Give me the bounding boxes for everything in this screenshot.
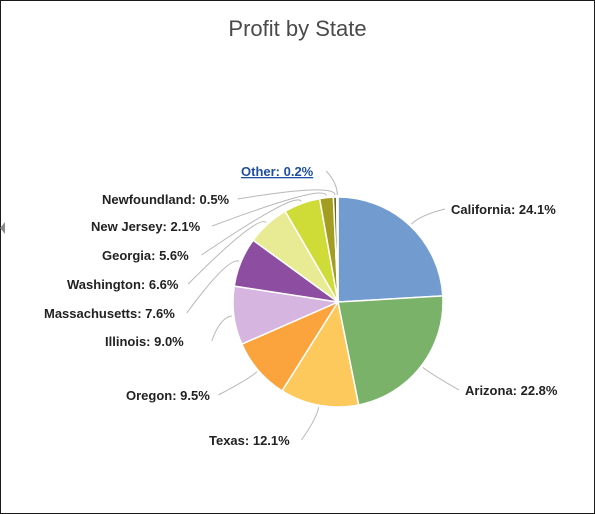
slice-label-georgia: Georgia: 5.6% [102, 248, 189, 263]
pie-slice-texas[interactable] [281, 300, 360, 408]
leader-line-new-jersey [212, 192, 327, 227]
slice-label-arizona: Arizona: 22.8% [465, 383, 558, 398]
pie-slice-california[interactable] [337, 196, 444, 303]
leader-line-massachusetts [186, 260, 240, 314]
slice-label-oregon: Oregon: 9.5% [126, 388, 210, 403]
slice-label-newfoundland: Newfoundland: 0.5% [102, 192, 230, 207]
slice-label-texas: Texas: 12.1% [209, 433, 290, 448]
leader-line-georgia [201, 199, 302, 256]
leader-line-arizona [422, 367, 460, 391]
slice-label-washington: Washington: 6.6% [67, 277, 179, 292]
slice-label-massachusetts: Massachusetts: 7.6% [44, 306, 175, 321]
leader-line-california [411, 208, 446, 225]
leader-line-other [325, 170, 338, 196]
pie-slice-arizona[interactable] [337, 295, 444, 406]
chart-title: Profit by State [228, 16, 367, 41]
pie-slice-other[interactable] [335, 196, 339, 303]
leader-line-newfoundland [237, 189, 336, 200]
slice-label-other[interactable]: Other: 0.2% [241, 164, 314, 179]
slice-label-california: California: 24.1% [451, 202, 556, 217]
leader-line-texas [300, 407, 320, 441]
leader-line-illinois [211, 315, 232, 342]
panel-resize-handle[interactable] [0, 222, 5, 234]
leader-line-washington [187, 221, 267, 285]
leader-line-oregon [218, 371, 258, 396]
slice-label-illinois: Illinois: 9.0% [105, 334, 184, 349]
slice-label-new-jersey: New Jersey: 2.1% [91, 219, 201, 234]
